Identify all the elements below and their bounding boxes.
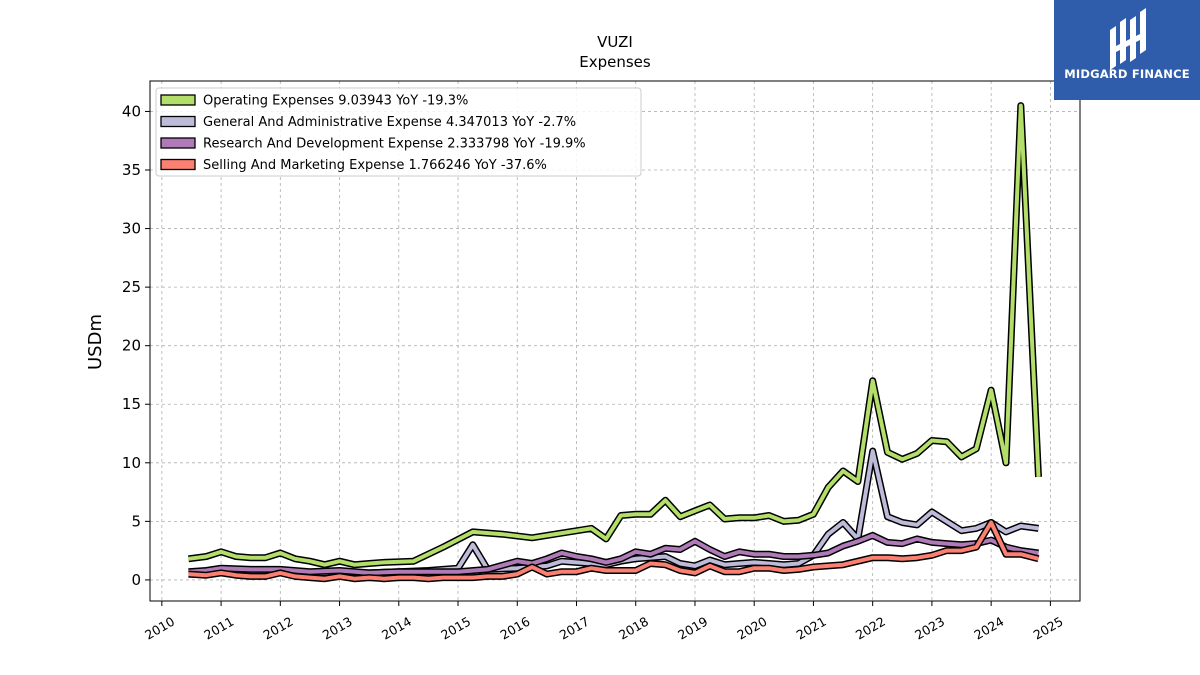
- x-tick-label: 2015: [438, 614, 473, 643]
- x-tick-label: 2011: [201, 614, 236, 643]
- x-tick-label: 2014: [379, 614, 414, 643]
- x-tick-label: 2020: [734, 614, 769, 643]
- y-tick-label: 10: [122, 454, 141, 472]
- series-stroke: [188, 533, 1039, 575]
- midgard-finance-logo: MIDGARD FINANCE: [1054, 0, 1200, 100]
- legend-box: [155, 87, 642, 177]
- y-tick-label: 25: [122, 278, 141, 296]
- y-tick-label: 20: [122, 337, 141, 355]
- y-axis-label: USDm: [85, 314, 106, 370]
- series-stroke: [188, 520, 1040, 581]
- x-tick-label: 2022: [853, 614, 888, 643]
- series-1-line: [188, 102, 1042, 569]
- legend-entry-label: Research And Development Expense 2.33379…: [203, 137, 586, 152]
- x-tick-label: 2012: [261, 614, 296, 643]
- legend-entry-label: Operating Expenses 9.03943 YoY -19.3%: [203, 94, 468, 109]
- legend-swatch: [160, 94, 196, 106]
- series-3-line: [188, 531, 1039, 577]
- plot-frame: [149, 80, 1081, 602]
- legend-swatch: [160, 137, 196, 149]
- legend-swatch: [160, 158, 196, 171]
- chart-title: VUZI: [597, 33, 633, 51]
- legend-entry-label: Selling And Marketing Expense 1.766246 Y…: [203, 158, 547, 173]
- y-tick-label: 0: [131, 571, 141, 589]
- series-lines: [188, 102, 1042, 583]
- y-tick-label: 15: [122, 395, 141, 413]
- y-tick-label: 5: [131, 512, 141, 530]
- x-tick-label: 2016: [497, 614, 532, 643]
- x-tick-label: 2013: [320, 614, 355, 643]
- legend-entry-label: General And Administrative Expense 4.347…: [203, 115, 576, 130]
- x-tick-label: 2017: [557, 614, 592, 643]
- x-tick-label: 2025: [1031, 614, 1066, 643]
- y-tick-label: 30: [122, 220, 141, 238]
- x-tick-label: 2018: [616, 614, 651, 643]
- chart-subtitle: Expenses: [579, 53, 651, 71]
- y-tick-label: 35: [122, 161, 141, 179]
- series-4-line: [188, 519, 1040, 583]
- x-tick-label: 2021: [794, 614, 829, 643]
- x-tick-label: 2010: [142, 614, 177, 643]
- legend-swatch: [160, 115, 196, 128]
- x-tick-label: 2023: [912, 614, 947, 643]
- logo-text: MIDGARD FINANCE: [1064, 67, 1190, 81]
- legend: Operating Expenses 9.03943 YoY -19.3% Gen…: [155, 87, 642, 177]
- x-tick-label: 2024: [971, 614, 1006, 643]
- x-tick-label: 2019: [675, 614, 710, 643]
- series-stroke: [188, 103, 1041, 567]
- y-tick-label: 40: [122, 102, 141, 120]
- logo-mark-icon: [1110, 8, 1146, 70]
